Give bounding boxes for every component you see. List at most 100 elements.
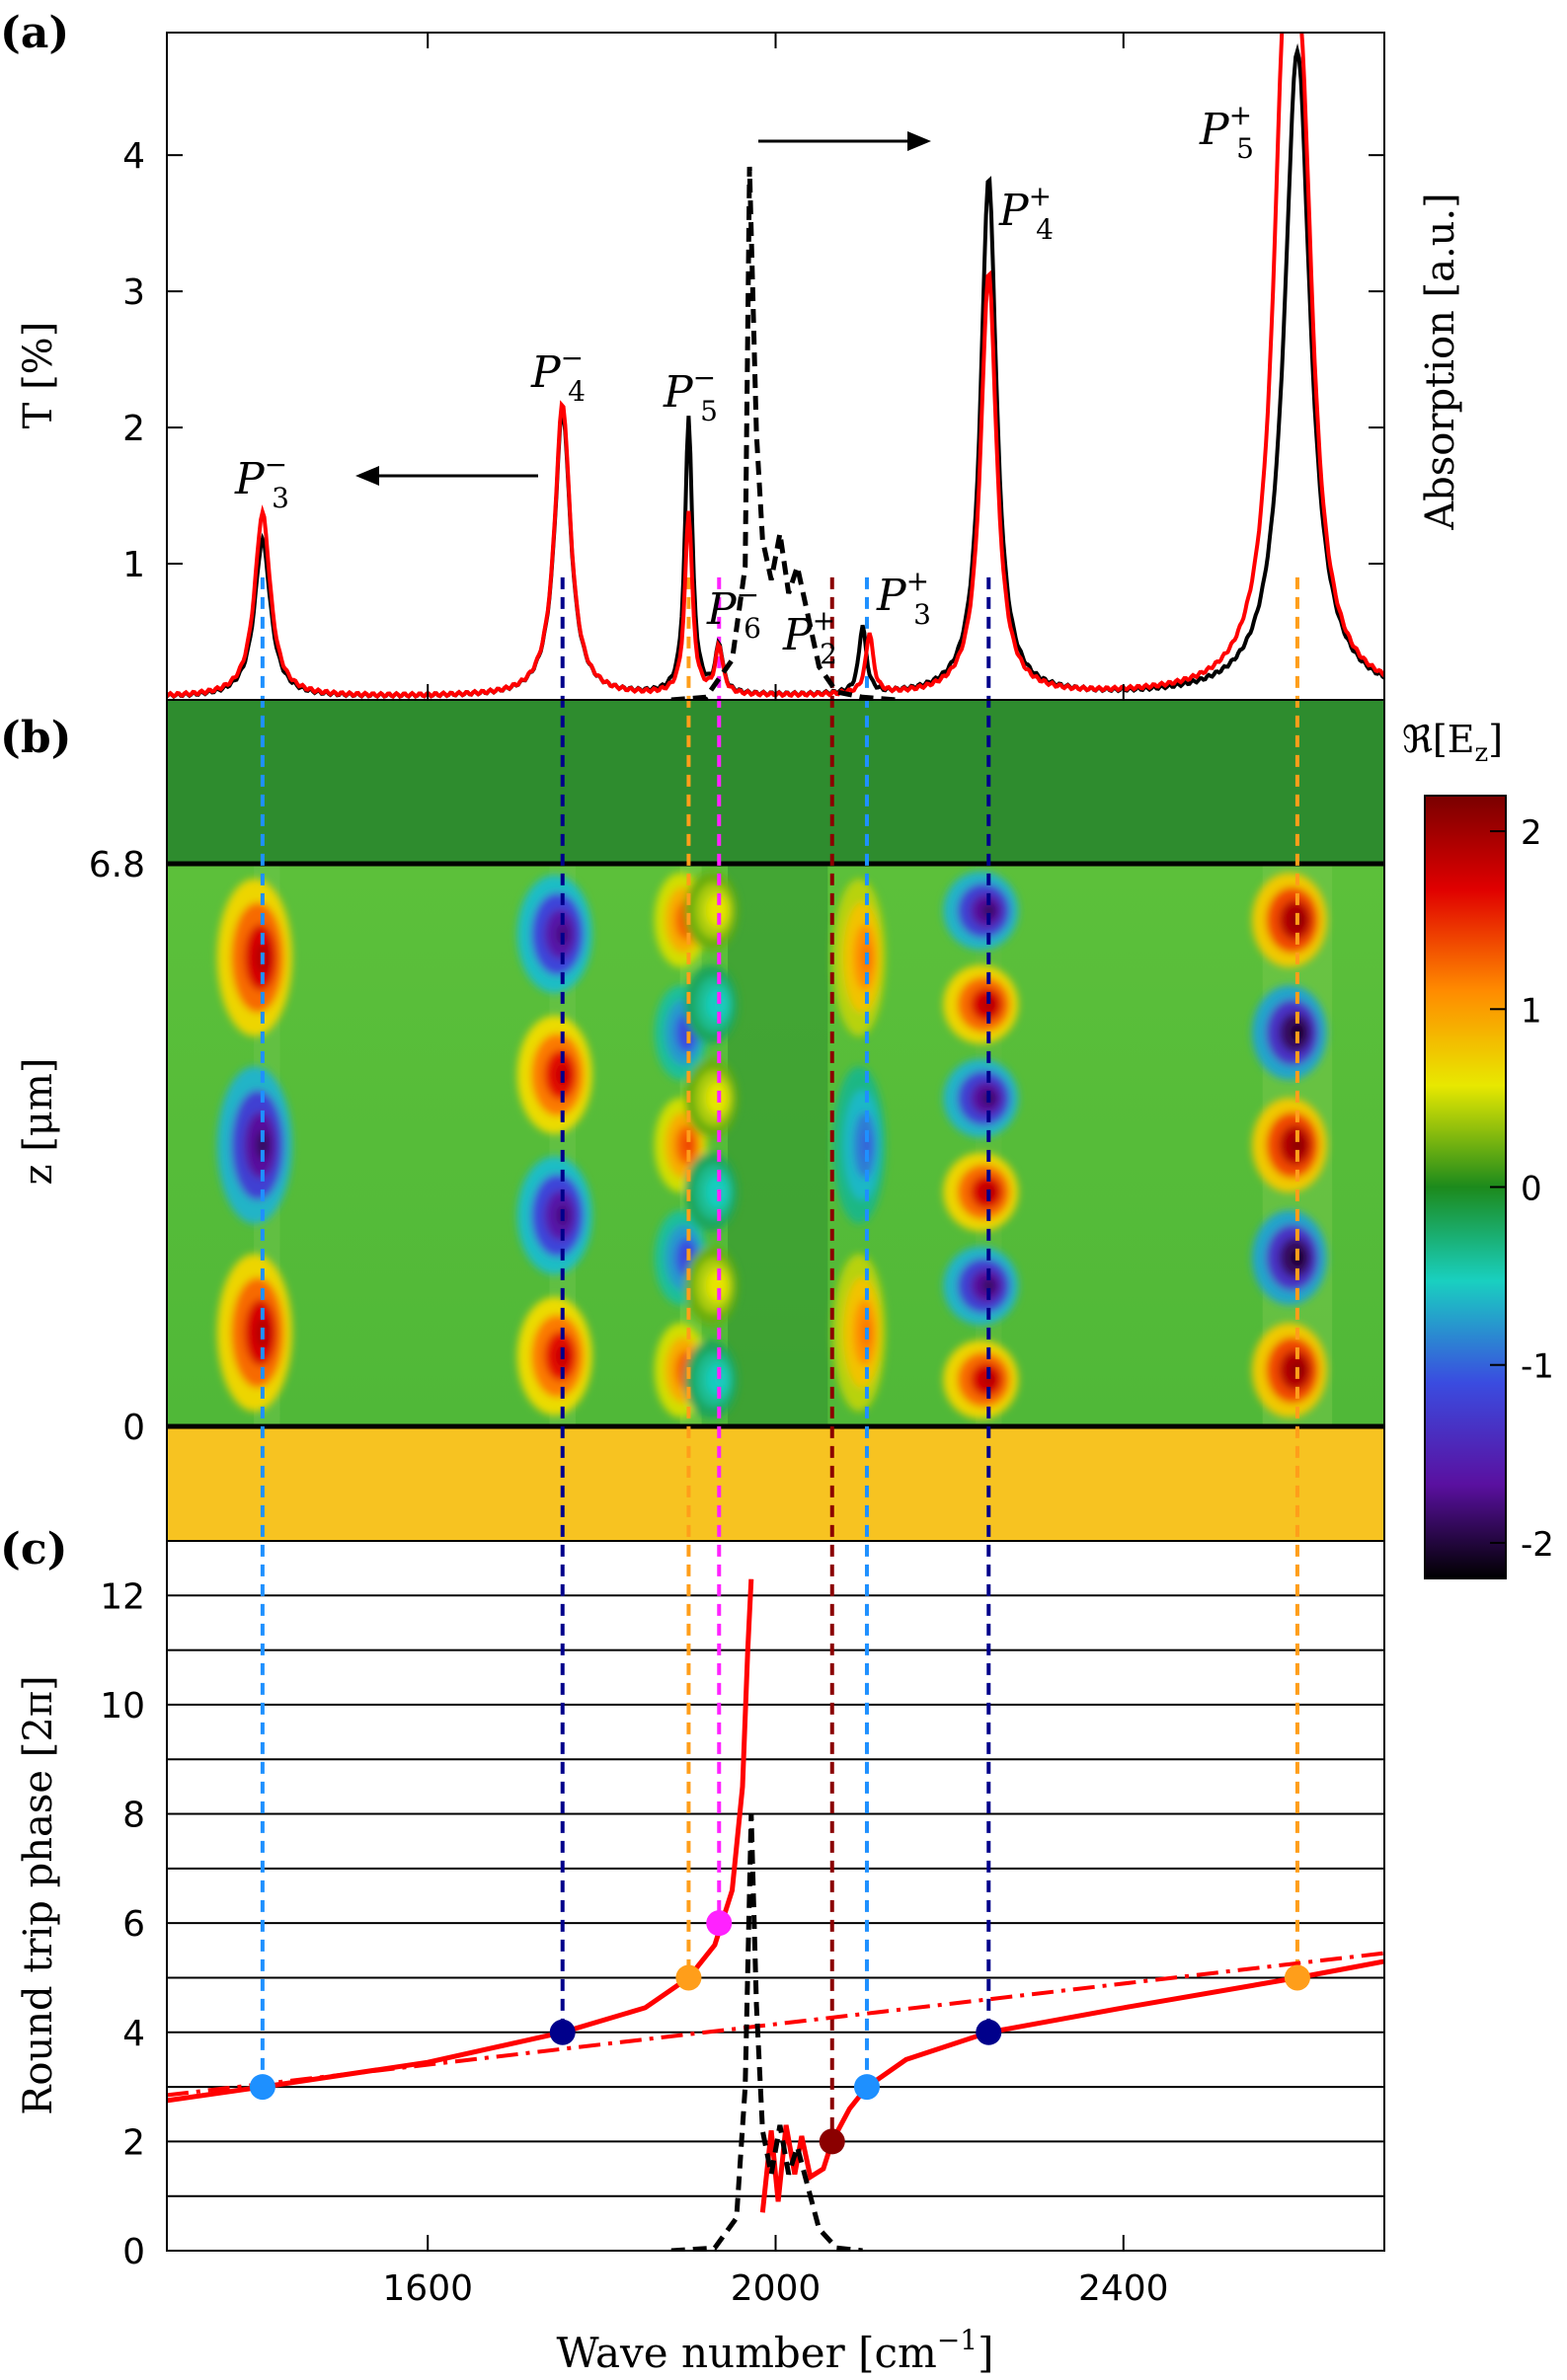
phase-grid-lines (167, 1594, 1384, 2197)
peak-label-sub: 5 (1236, 132, 1254, 165)
phase-marker (549, 2019, 576, 2045)
arrow-right (758, 131, 931, 151)
y-tick-label-b: 0 (122, 1408, 145, 1448)
phase-marker (249, 2074, 275, 2101)
peak-label: P− 5 (663, 361, 718, 427)
heatmap-stripe (728, 864, 828, 1426)
y-tick-label-a: 4 (122, 136, 145, 177)
y-tick-label-a: 1 (122, 545, 145, 585)
phase-curve-right (759, 1958, 1384, 2213)
field-lobe (714, 903, 725, 918)
colorbar-label-main: ℜ[E (1402, 718, 1475, 761)
field-lobe (981, 1372, 996, 1387)
field-lobe (683, 1136, 694, 1154)
x-axis-label: Wave number [cm−1] (557, 2324, 994, 2377)
phase-marker (853, 2074, 880, 2101)
x-axis-label-end: ] (978, 2329, 993, 2377)
field-lobe (714, 997, 725, 1012)
peak-label-p: P (876, 571, 907, 621)
y-tick-label-c: 12 (100, 1576, 145, 1617)
field-lobe (714, 1278, 725, 1293)
field-lobe (256, 1130, 270, 1160)
field-lobe (862, 1130, 872, 1160)
y2-axis-label-a: Absorption [a.u.] (1418, 192, 1463, 531)
peak-label-p: P (663, 367, 694, 418)
colorbar-tick-label: -2 (1521, 1525, 1554, 1565)
peak-label: P− 3 (234, 448, 289, 514)
peak-label-p: P (782, 610, 814, 660)
peak-label-sub: 4 (568, 375, 586, 408)
x-axis-label-sup: −1 (937, 2324, 978, 2356)
colorbar-label-end: ] (1488, 718, 1503, 761)
phase-marker (706, 1910, 733, 1937)
peak-label-sup: − (265, 448, 287, 481)
x-axis-label-main: Wave number [cm (557, 2329, 937, 2377)
y-tick-label-c: 0 (122, 2232, 145, 2272)
peak-label-p: P (998, 186, 1030, 236)
phase-marker (675, 1964, 702, 1991)
x-tick-label: 2400 (1078, 2268, 1169, 2309)
panel-label-a: (a) (0, 8, 69, 58)
colorbar-tick-label: 0 (1521, 1170, 1542, 1209)
y-tick-label-b: 6.8 (89, 845, 145, 885)
peak-label: P+ 4 (998, 180, 1054, 246)
y-tick-label-c: 2 (122, 2122, 145, 2163)
peak-label-sub: 5 (700, 395, 718, 427)
heatmap-panel (167, 700, 1384, 1541)
peak-label-sub: 4 (1036, 213, 1054, 246)
peak-label-p: P (234, 454, 266, 504)
peak-label-p: P (706, 584, 738, 635)
colorbar-ticks: 2 1 0 -1 -2 (1490, 813, 1554, 1565)
phase-marker (1284, 1964, 1310, 1991)
y-tick-label-c: 10 (100, 1686, 145, 1727)
y-axis-label-c: Round trip phase [2π] (16, 1675, 61, 2114)
phase-marker (976, 2019, 1002, 2045)
y-tick-label-c: 6 (122, 1904, 145, 1945)
heatmap-bottom-region (167, 1426, 1384, 1541)
x-tick-label: 2000 (731, 2268, 822, 2309)
arrow-left (355, 466, 538, 486)
y-tick-label-c: 4 (122, 2014, 145, 2054)
colorbar-label: ℜ[Ez] (1402, 718, 1503, 768)
y-axis-label-b-text: z [μm] (16, 1058, 61, 1186)
peak-label-sub: 2 (820, 638, 837, 670)
panel-label-c: (c) (0, 1524, 67, 1574)
guide-lines (260, 576, 1299, 2142)
heatmap-top-region (167, 700, 1384, 864)
peak-label: P+ 5 (1199, 99, 1254, 165)
peak-label-sub: 6 (744, 612, 761, 645)
peak-label: P+ 3 (876, 565, 931, 631)
y-tick-label-a: 3 (122, 272, 145, 313)
peak-label-sup: + (1029, 180, 1052, 212)
colorbar-tick-label: -1 (1521, 1347, 1554, 1387)
absorption-dashed-line-c (670, 1813, 863, 2251)
peak-label-sub: 3 (913, 598, 931, 631)
field-lobe (1291, 1136, 1304, 1154)
colorbar-tick-label: 1 (1521, 991, 1542, 1031)
colorbar-label-sub: z (1475, 738, 1489, 768)
x-tick-label: 1600 (382, 2268, 473, 2309)
peak-label-p: P (1199, 105, 1230, 155)
y-tick-label-a: 2 (122, 409, 145, 449)
peak-label-sup: + (813, 604, 835, 637)
y-axis-label-a: T [%] (16, 322, 61, 429)
peak-label-sup: − (561, 342, 584, 374)
peak-label-sup: + (906, 565, 929, 597)
phase-linear-dashdot (167, 1951, 1384, 2098)
peak-label: P+ 2 (782, 604, 837, 670)
colorbar-tick-label: 2 (1521, 813, 1542, 853)
phase-marker (819, 2128, 845, 2155)
peak-label-sup: + (1229, 99, 1252, 131)
field-lobe (981, 1278, 996, 1293)
peak-label-sup: − (693, 361, 716, 394)
phase-curve-left (167, 1578, 754, 2104)
field-lobe (981, 997, 996, 1012)
absorption-dashed-line (670, 166, 898, 700)
field-lobe (714, 1372, 725, 1387)
field-lobe (981, 903, 996, 918)
peak-label: P− 6 (706, 578, 761, 645)
y-axis-label-b: z [μm] (16, 1058, 61, 1186)
peak-label: P− 4 (530, 342, 586, 408)
peak-label-sub: 3 (272, 482, 289, 514)
